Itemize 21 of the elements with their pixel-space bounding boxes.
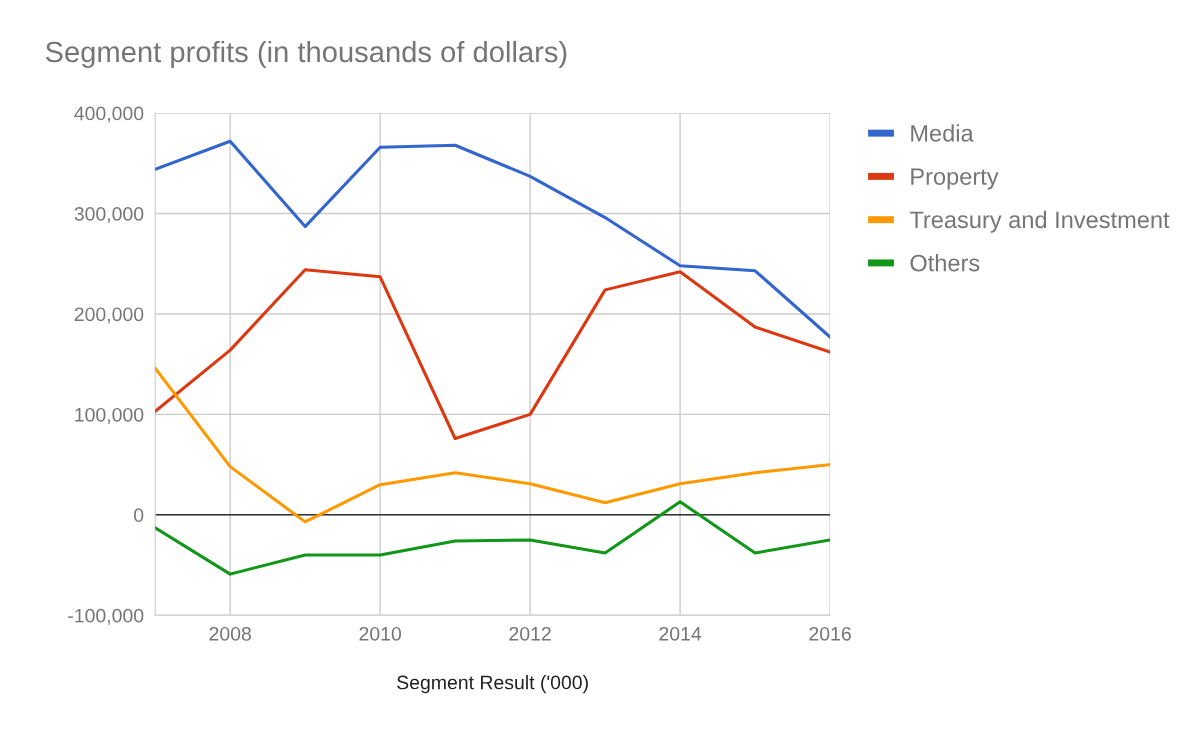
legend-label: Property: [911, 168, 999, 190]
line-series: [155, 268, 831, 441]
x-tick-label: 2008: [209, 626, 251, 641]
chart-title: Segment profits (in thousands of dollars): [45, 40, 567, 69]
x-axis-title: Segment Result ('000): [397, 675, 588, 694]
x-tick-label: 2010: [359, 626, 402, 641]
y-tick-label: -100,000: [68, 608, 144, 625]
line-series: [155, 139, 831, 339]
legend-label: Treasury and Investment: [909, 210, 1170, 233]
y-tick-label: 0: [134, 508, 144, 523]
y-tick-label: 100,000: [75, 407, 144, 424]
y-tick-label: 200,000: [74, 307, 144, 324]
x-tick-label: 2016: [809, 626, 851, 641]
line-series: [155, 500, 831, 576]
y-tick-label: 300,000: [74, 207, 144, 224]
legend-label: Media: [911, 124, 974, 142]
line-series: [155, 366, 831, 524]
x-tick-label: 2014: [659, 626, 702, 641]
legend-label: Others: [910, 254, 980, 272]
y-tick-label: 400,000: [74, 106, 144, 123]
x-tick-label: 2012: [509, 626, 551, 641]
